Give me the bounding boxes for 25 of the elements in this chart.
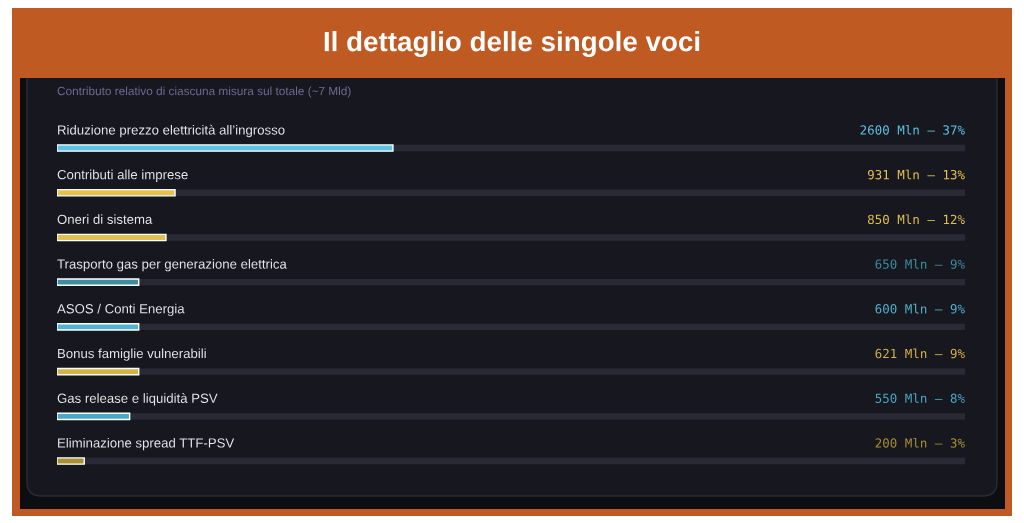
y-tick-label: Gas release e liquidità PSV (57, 393, 218, 406)
y-tick-label: Contributi alle imprese (57, 169, 188, 182)
y-tick-label: Eliminazione spread TTF-PSV (58, 437, 235, 451)
bar (57, 233, 167, 242)
data-label: 621 Mln — 9% (875, 348, 965, 359)
data-label: 2600 Mln — 37% (860, 124, 965, 135)
data-label: 200 Mln — 3% (875, 437, 965, 448)
y-tick-label: ASOS / Conti Energia (57, 303, 185, 317)
data-label: 600 Mln — 9% (875, 303, 965, 314)
y-tick-label: Oneri di sistema (57, 214, 153, 224)
data-label: 650 Mln — 9% (875, 259, 965, 269)
data-label: 931 Mln — 13% (867, 169, 965, 180)
chart-title: Il dettaglio delle singole voci (324, 30, 700, 58)
bar (57, 188, 176, 197)
bar (57, 278, 140, 286)
data-label: 550 Mln — 8% (875, 393, 965, 403)
y-tick-label: Riduzione prezzo elettricità all’ingrosso (58, 124, 285, 138)
bar (57, 323, 140, 331)
bar (57, 412, 131, 421)
chart-subtitle: Contributo relativo di ciascuna misura sul totale (~7 Mld) (57, 86, 351, 98)
bar (57, 367, 140, 376)
data-label: 850 Mln — 12% (867, 214, 965, 225)
y-tick-label: Bonus famiglie vulnerabili (58, 348, 206, 361)
bar (57, 457, 85, 465)
y-tick-label: Trasporto gas per generazione elettrica (57, 259, 287, 272)
